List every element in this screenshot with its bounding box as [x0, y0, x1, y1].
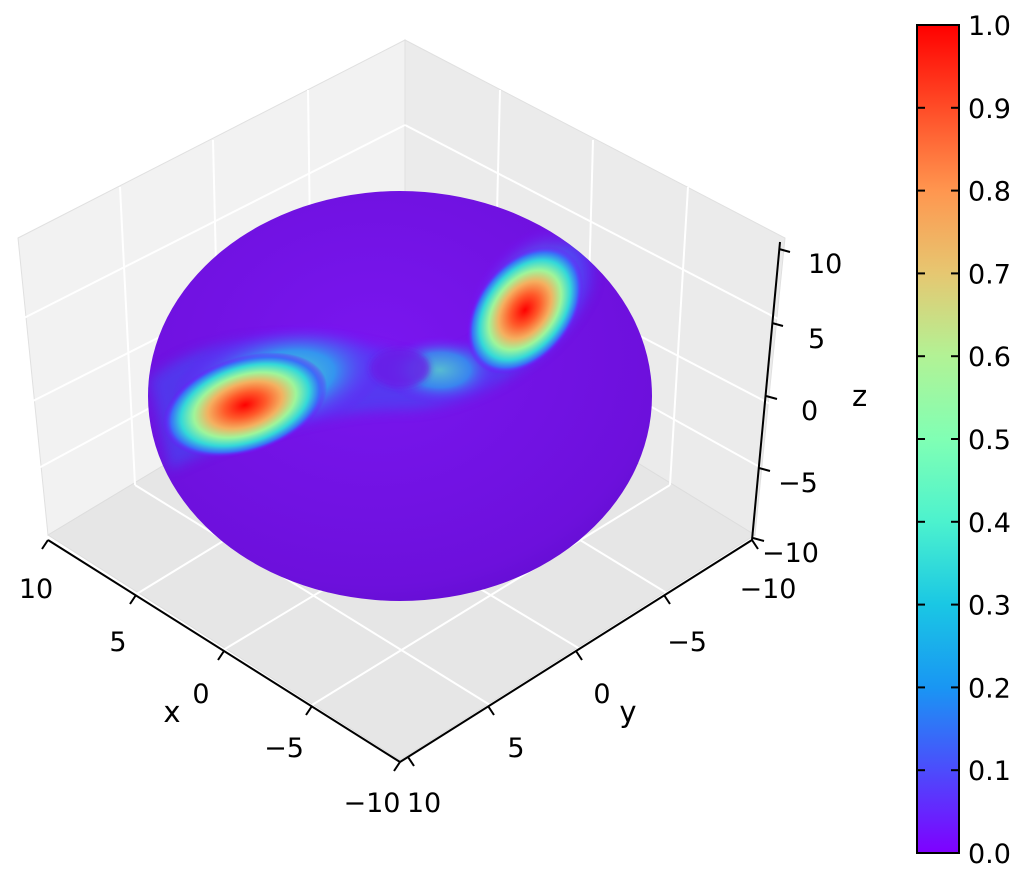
colorbar: 0.0 0.1 0.2 0.3 0.4 0.5 0.6 0.7 0.8 0.9 1.0 — [916, 11, 1011, 870]
z-tick-label: 5 — [808, 324, 825, 355]
colorbar-tick-label: 0.7 — [968, 259, 1011, 290]
y-tick-label: −5 — [667, 627, 707, 658]
colorbar-tick-label: 0.8 — [968, 177, 1011, 208]
band-gap — [370, 348, 430, 388]
colorbar-tick-label: 1.0 — [968, 11, 1011, 42]
hotspot-right — [466, 246, 584, 374]
z-axis: 10 5 0 −5 −10 z — [751, 241, 867, 569]
colorbar-tick-label: 0.9 — [968, 94, 1011, 125]
colorbar-tick-label: 0.6 — [968, 342, 1011, 373]
y-tick-label: −10 — [740, 574, 797, 605]
x-tick-label: −10 — [344, 788, 401, 819]
colorbar-tick-label: 0.4 — [968, 508, 1011, 539]
x-axis: 10 5 0 −5 −10 x — [19, 539, 401, 819]
colorbar-tick-label: 0.2 — [968, 673, 1011, 704]
z-tick-label: −5 — [778, 468, 818, 499]
y-axis-label: y — [619, 695, 636, 729]
x-tick-label: 10 — [19, 574, 53, 605]
hotspot-left — [162, 352, 328, 458]
x-axis-label: x — [163, 695, 180, 729]
x-tick-label: 0 — [192, 679, 209, 710]
colorbar-ticks: 0.0 0.1 0.2 0.3 0.4 0.5 0.6 0.7 0.8 0.9 1.0 — [917, 11, 1011, 870]
y-axis: −10 −5 0 5 10 y — [399, 539, 797, 819]
colorbar-tick-label: 0.3 — [968, 591, 1011, 622]
y-tick-label: 10 — [407, 788, 441, 819]
sphere-surface — [148, 191, 652, 601]
z-tick-label: 10 — [808, 249, 842, 280]
z-tick-label: 0 — [801, 396, 818, 427]
colorbar-tick-label: 0.5 — [968, 425, 1011, 456]
y-tick-label: 0 — [593, 679, 610, 710]
y-tick-label: 5 — [507, 733, 524, 764]
colorbar-tick-label: 0.0 — [968, 839, 1011, 870]
z-axis-line — [751, 241, 781, 541]
colorbar-tick-label: 0.1 — [968, 756, 1011, 787]
x-tick-label: −5 — [264, 733, 304, 764]
z-axis-label: z — [852, 379, 867, 413]
z-tick-label: −10 — [762, 538, 819, 569]
x-tick-label: 5 — [109, 627, 126, 658]
